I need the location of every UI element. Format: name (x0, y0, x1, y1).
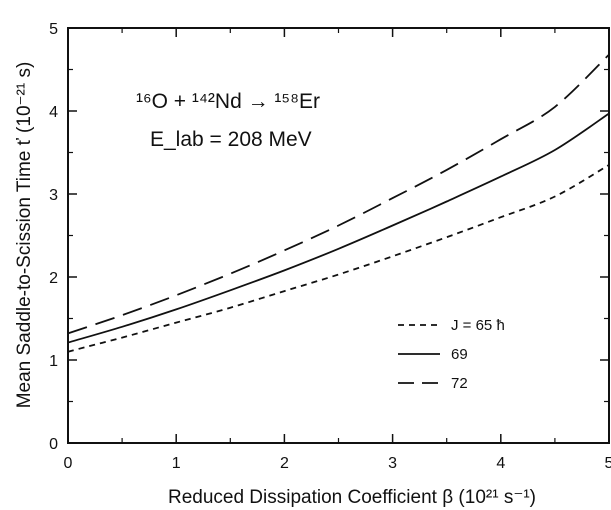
legend: J = 65 ħ 69 72 (398, 317, 505, 392)
x-tick-label-3: 3 (388, 455, 397, 472)
x-axis-title: Reduced Dissipation Coefficient β (10²¹ … (168, 487, 536, 508)
x-tick-labels: 0 1 2 3 4 5 (64, 455, 611, 472)
x-tick-label-5: 5 (605, 455, 611, 472)
y-tick-label-2: 2 (49, 270, 58, 287)
y-tick-label-5: 5 (49, 21, 58, 38)
y-tick-label-1: 1 (49, 353, 58, 370)
reaction-annotation: ¹⁶O + ¹⁴²Nd → ¹⁵⁸Er (136, 90, 320, 113)
y-axis-title: Mean Saddle-to-Scission Time ť (10⁻²¹ s) (14, 62, 35, 409)
legend-label-1: 69 (451, 346, 468, 363)
series-line-2 (67, 53, 610, 335)
y-tick-label-3: 3 (49, 187, 58, 204)
series-layer (67, 53, 610, 353)
x-tick-label-4: 4 (496, 455, 505, 472)
series-line-1 (67, 112, 610, 344)
ticks (67, 27, 610, 444)
y-tick-label-0: 0 (49, 436, 58, 453)
series-line-0 (67, 164, 610, 353)
x-tick-label-0: 0 (64, 455, 73, 472)
energy-annotation: E_lab = 208 MeV (150, 128, 312, 151)
y-tick-label-4: 4 (49, 104, 58, 121)
x-tick-label-2: 2 (280, 455, 289, 472)
y-tick-labels: 0 1 2 3 4 5 (49, 21, 58, 453)
x-tick-label-1: 1 (172, 455, 181, 472)
legend-label-2: 72 (451, 375, 468, 392)
legend-label-0: J = 65 ħ (451, 317, 505, 334)
